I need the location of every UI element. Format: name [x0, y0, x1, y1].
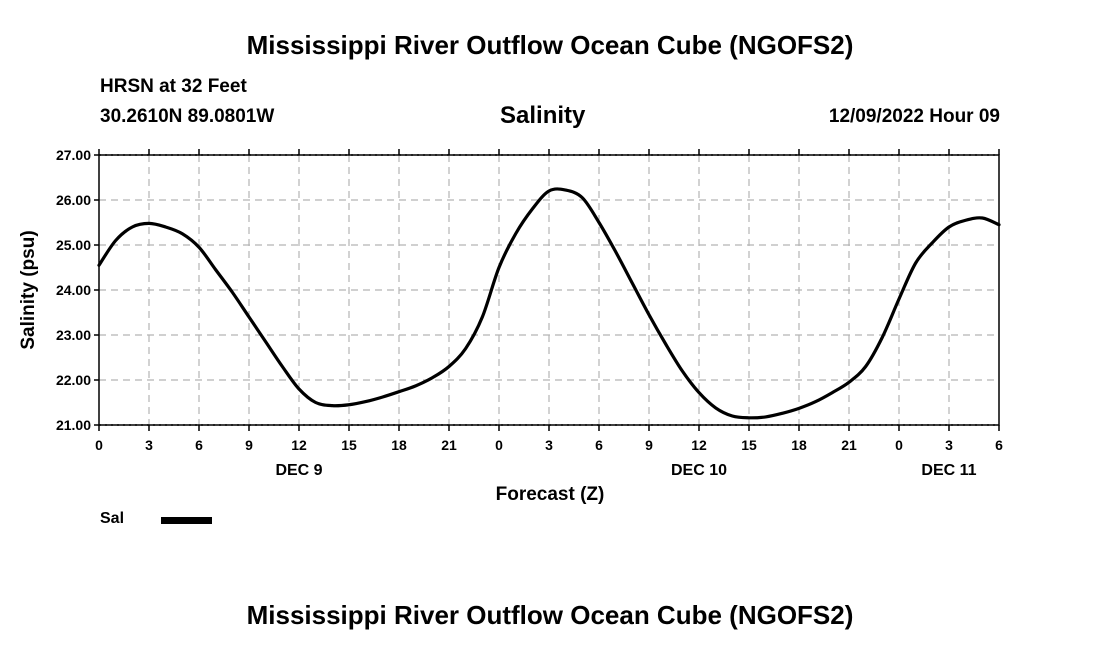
- day-label: DEC 11: [921, 462, 976, 479]
- y-tick-labels: 21.00 22.00 23.00 24.00 25.00 26.00 27.00: [56, 147, 91, 433]
- x-tick-label: 6: [195, 437, 203, 453]
- y-tick-label: 22.00: [56, 372, 91, 388]
- x-tick-label: 0: [495, 437, 503, 453]
- x-tick-label: 6: [595, 437, 603, 453]
- salinity-line: [97, 187, 1001, 420]
- y-tick-label: 25.00: [56, 237, 91, 253]
- x-tick-label: 21: [441, 437, 457, 453]
- x-tick-label: 0: [95, 437, 103, 453]
- x-tick-label: 3: [545, 437, 553, 453]
- y-tick-label: 26.00: [56, 192, 91, 208]
- day-label: DEC 10: [671, 462, 727, 479]
- variable-title: Salinity: [500, 102, 586, 129]
- grid-lines: [99, 154, 999, 426]
- x-tick-label: 15: [741, 437, 757, 453]
- y-tick-label: 27.00: [56, 147, 91, 163]
- x-tick-label: 12: [691, 437, 707, 453]
- x-tick-label: 6: [995, 437, 1003, 453]
- station-name: HRSN at 32 Feet: [100, 76, 247, 97]
- salinity-chart: 21.00 22.00 23.00 24.00 25.00 26.00 27.00 0 3 6 9…: [18, 147, 1003, 505]
- x-tick-label: 18: [391, 437, 407, 453]
- day-labels: DEC 9 DEC 10 DEC 11: [275, 462, 976, 479]
- station-coordinates: 30.2610N 89.0801W: [100, 106, 275, 127]
- x-tick-label: 9: [645, 437, 653, 453]
- y-axis-title: Salinity (psu): [18, 230, 39, 349]
- x-tick-label: 3: [145, 437, 153, 453]
- x-tick-label: 9: [245, 437, 253, 453]
- x-axis-title: Forecast (Z): [496, 484, 605, 505]
- x-tick-labels: 0 3 6 9 12 15 18 21 0 3 6 9 12 15 18 21 0 3 6: [95, 437, 1003, 453]
- y-tick-label: 23.00: [56, 327, 91, 343]
- x-tick-label: 21: [841, 437, 857, 453]
- axis-ticks: [94, 149, 1000, 431]
- x-tick-label: 12: [291, 437, 307, 453]
- y-tick-label: 24.00: [56, 282, 91, 298]
- legend-line-swatch: [161, 517, 212, 524]
- x-tick-label: 18: [791, 437, 807, 453]
- chart-main-title: Mississippi River Outflow Ocean Cube (NG…: [246, 30, 854, 60]
- x-tick-label: 15: [341, 437, 357, 453]
- legend-label: Sal: [100, 510, 125, 527]
- x-tick-label: 0: [895, 437, 903, 453]
- y-tick-label: 21.00: [56, 417, 91, 433]
- chart-main-title-repeat: Mississippi River Outflow Ocean Cube (NG…: [246, 600, 854, 630]
- day-label: DEC 9: [275, 462, 322, 479]
- x-tick-label: 3: [945, 437, 953, 453]
- forecast-datetime: 12/09/2022 Hour 09: [828, 106, 1000, 127]
